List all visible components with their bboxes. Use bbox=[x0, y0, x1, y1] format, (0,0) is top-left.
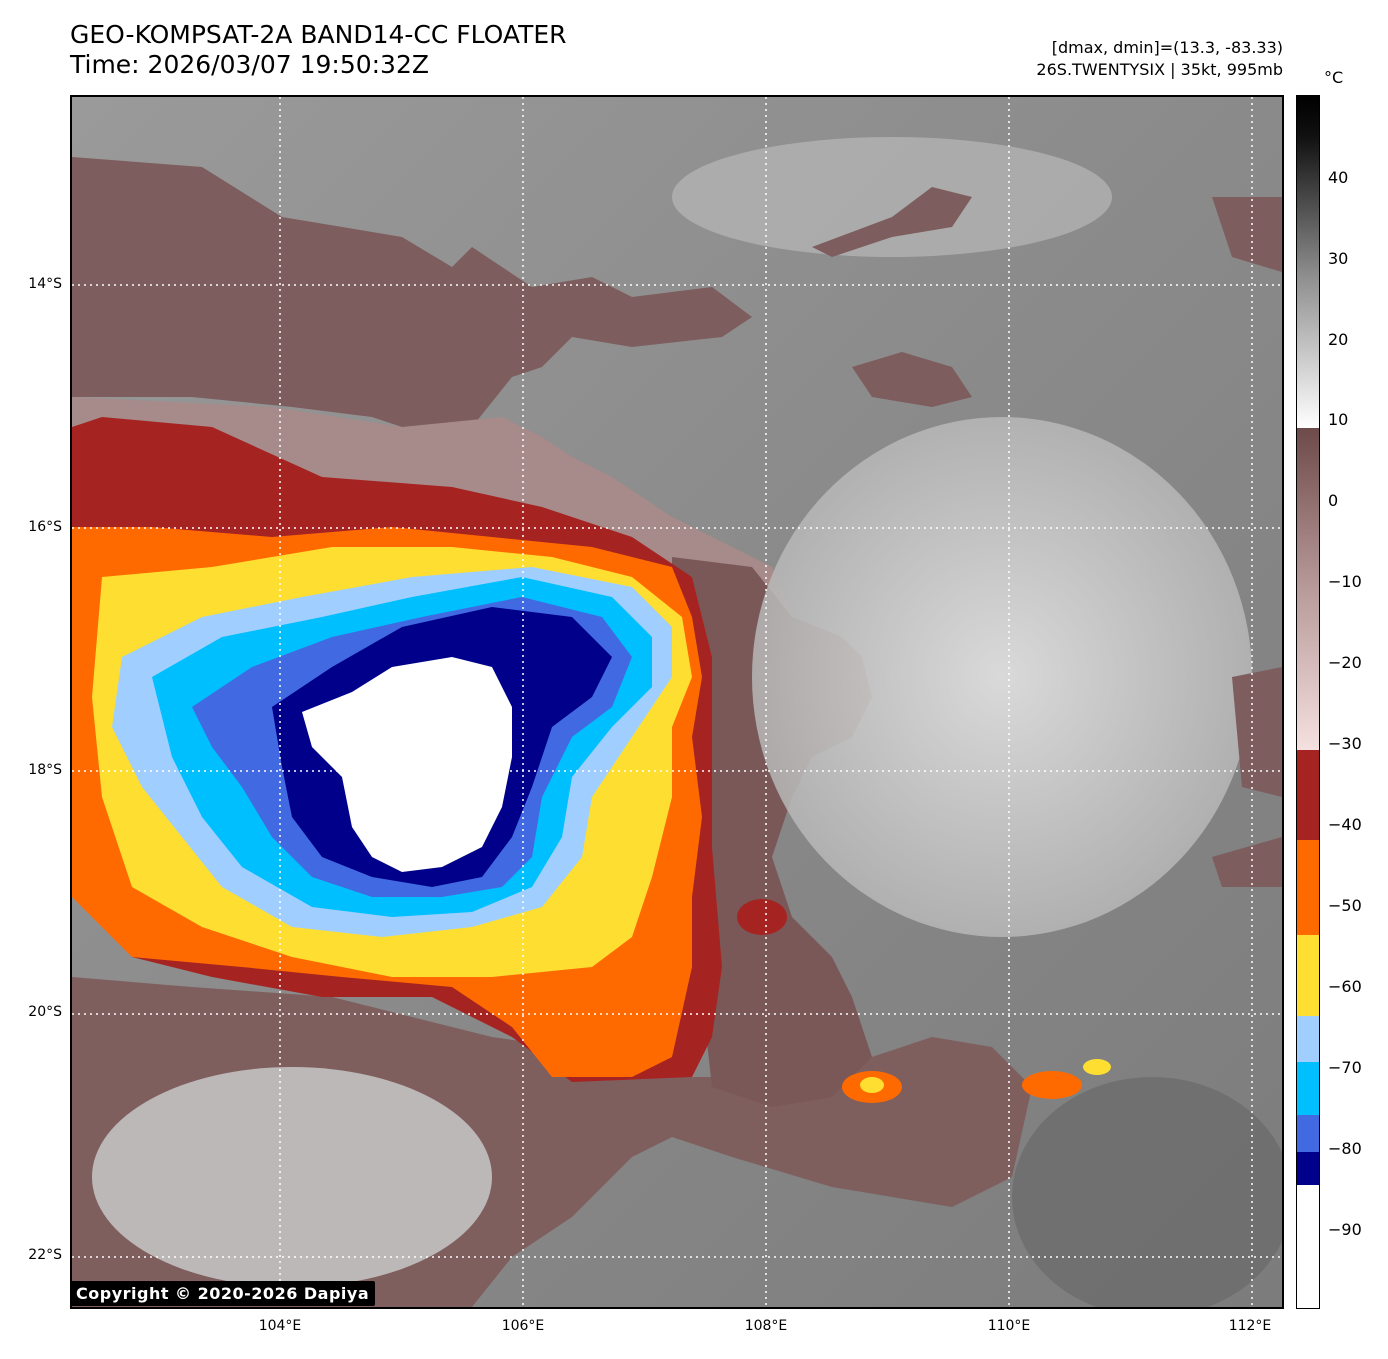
colorbar bbox=[1296, 95, 1320, 1309]
satellite-map bbox=[70, 95, 1284, 1309]
mauve-patch-ne-2 bbox=[852, 352, 972, 407]
mauve-region-north bbox=[72, 157, 752, 437]
colorbar-tick-minus30: −30 bbox=[1328, 734, 1362, 753]
colorbar-unit: °C bbox=[1324, 68, 1344, 87]
convection-se-red bbox=[737, 899, 787, 935]
lon-label-112e: 112°E bbox=[1228, 1318, 1272, 1334]
mauve-patch-ne-1 bbox=[812, 187, 972, 257]
colorbar-tick-minus80: −80 bbox=[1328, 1139, 1362, 1158]
colorbar-tick-20: 20 bbox=[1328, 330, 1349, 349]
colorbar-tick-30: 30 bbox=[1328, 249, 1349, 268]
cdo-white-core bbox=[302, 657, 512, 872]
colorbar-tick-minus70: −70 bbox=[1328, 1058, 1362, 1077]
colorbar-tick-minus90: −90 bbox=[1328, 1220, 1362, 1239]
convection-se-4 bbox=[860, 1077, 884, 1093]
storm-id-readout: 26S.TWENTYSIX | 35kt, 995mb bbox=[1036, 60, 1283, 79]
bright-cloud-northeast bbox=[672, 137, 1112, 257]
colorbar-dark-red-segment bbox=[1297, 750, 1319, 840]
dmax-dmin-readout: [dmax, dmin]=(13.3, -83.33) bbox=[1051, 38, 1283, 57]
lat-label-14s: 14°S bbox=[28, 276, 62, 292]
storm-info: [dmax, dmin]=(13.3, -83.33) 26S.TWENTYSI… bbox=[1036, 37, 1283, 81]
lat-label-18s: 18°S bbox=[28, 762, 62, 778]
colorbar-navy-segment bbox=[1297, 1152, 1319, 1185]
colorbar-tick-minus60: −60 bbox=[1328, 977, 1362, 996]
lon-label-110e: 110°E bbox=[987, 1318, 1031, 1334]
colorbar-white-segment bbox=[1297, 1185, 1319, 1308]
colorbar-royal-blue-segment bbox=[1297, 1115, 1319, 1152]
title-line-1: GEO-KOMPSAT-2A BAND14-CC FLOATER bbox=[70, 20, 567, 49]
title-line-2: Time: 2026/03/07 19:50:32Z bbox=[70, 50, 429, 79]
colorbar-gray-segment bbox=[1297, 96, 1319, 428]
lat-label-16s: 16°S bbox=[28, 519, 62, 535]
lat-label-22s: 22°S bbox=[28, 1247, 62, 1263]
mauve-patch-e bbox=[1232, 667, 1282, 797]
lon-label-104e: 104°E bbox=[258, 1318, 302, 1334]
dark-cloud-southeast bbox=[1012, 1077, 1282, 1307]
colorbar-orange-segment bbox=[1297, 840, 1319, 935]
bright-cloud-southwest bbox=[92, 1067, 492, 1287]
colorbar-yellow-segment bbox=[1297, 935, 1319, 1016]
colorbar-tick-minus20: −20 bbox=[1328, 653, 1362, 672]
colorbar-tick-10: 10 bbox=[1328, 410, 1349, 429]
lon-label-108e: 108°E bbox=[744, 1318, 788, 1334]
graticule bbox=[72, 97, 1282, 1307]
colorbar-light-blue-segment bbox=[1297, 1016, 1319, 1062]
mauve-patch-ne-3 bbox=[1212, 197, 1282, 272]
colorbar-mauve-segment bbox=[1297, 428, 1319, 750]
lat-label-20s: 20°S bbox=[28, 1004, 62, 1020]
colorbar-sky-blue-segment bbox=[1297, 1062, 1319, 1115]
convection-se-2 bbox=[1022, 1071, 1082, 1099]
copyright-badge: Copyright © 2020-2026 Dapiya bbox=[70, 1281, 376, 1306]
colorbar-tick-minus10: −10 bbox=[1328, 572, 1362, 591]
lon-label-106e: 106°E bbox=[501, 1318, 545, 1334]
bright-cloud-east bbox=[752, 417, 1252, 937]
colorbar-tick-minus50: −50 bbox=[1328, 896, 1362, 915]
convection-se-3 bbox=[1083, 1059, 1111, 1075]
colorbar-tick-0: 0 bbox=[1328, 491, 1339, 510]
colorbar-tick-40: 40 bbox=[1328, 168, 1349, 187]
mauve-patch-se bbox=[1212, 837, 1282, 887]
colorbar-tick-minus40: −40 bbox=[1328, 815, 1362, 834]
chart-title: GEO-KOMPSAT-2A BAND14-CC FLOATER Time: 2… bbox=[70, 20, 567, 80]
